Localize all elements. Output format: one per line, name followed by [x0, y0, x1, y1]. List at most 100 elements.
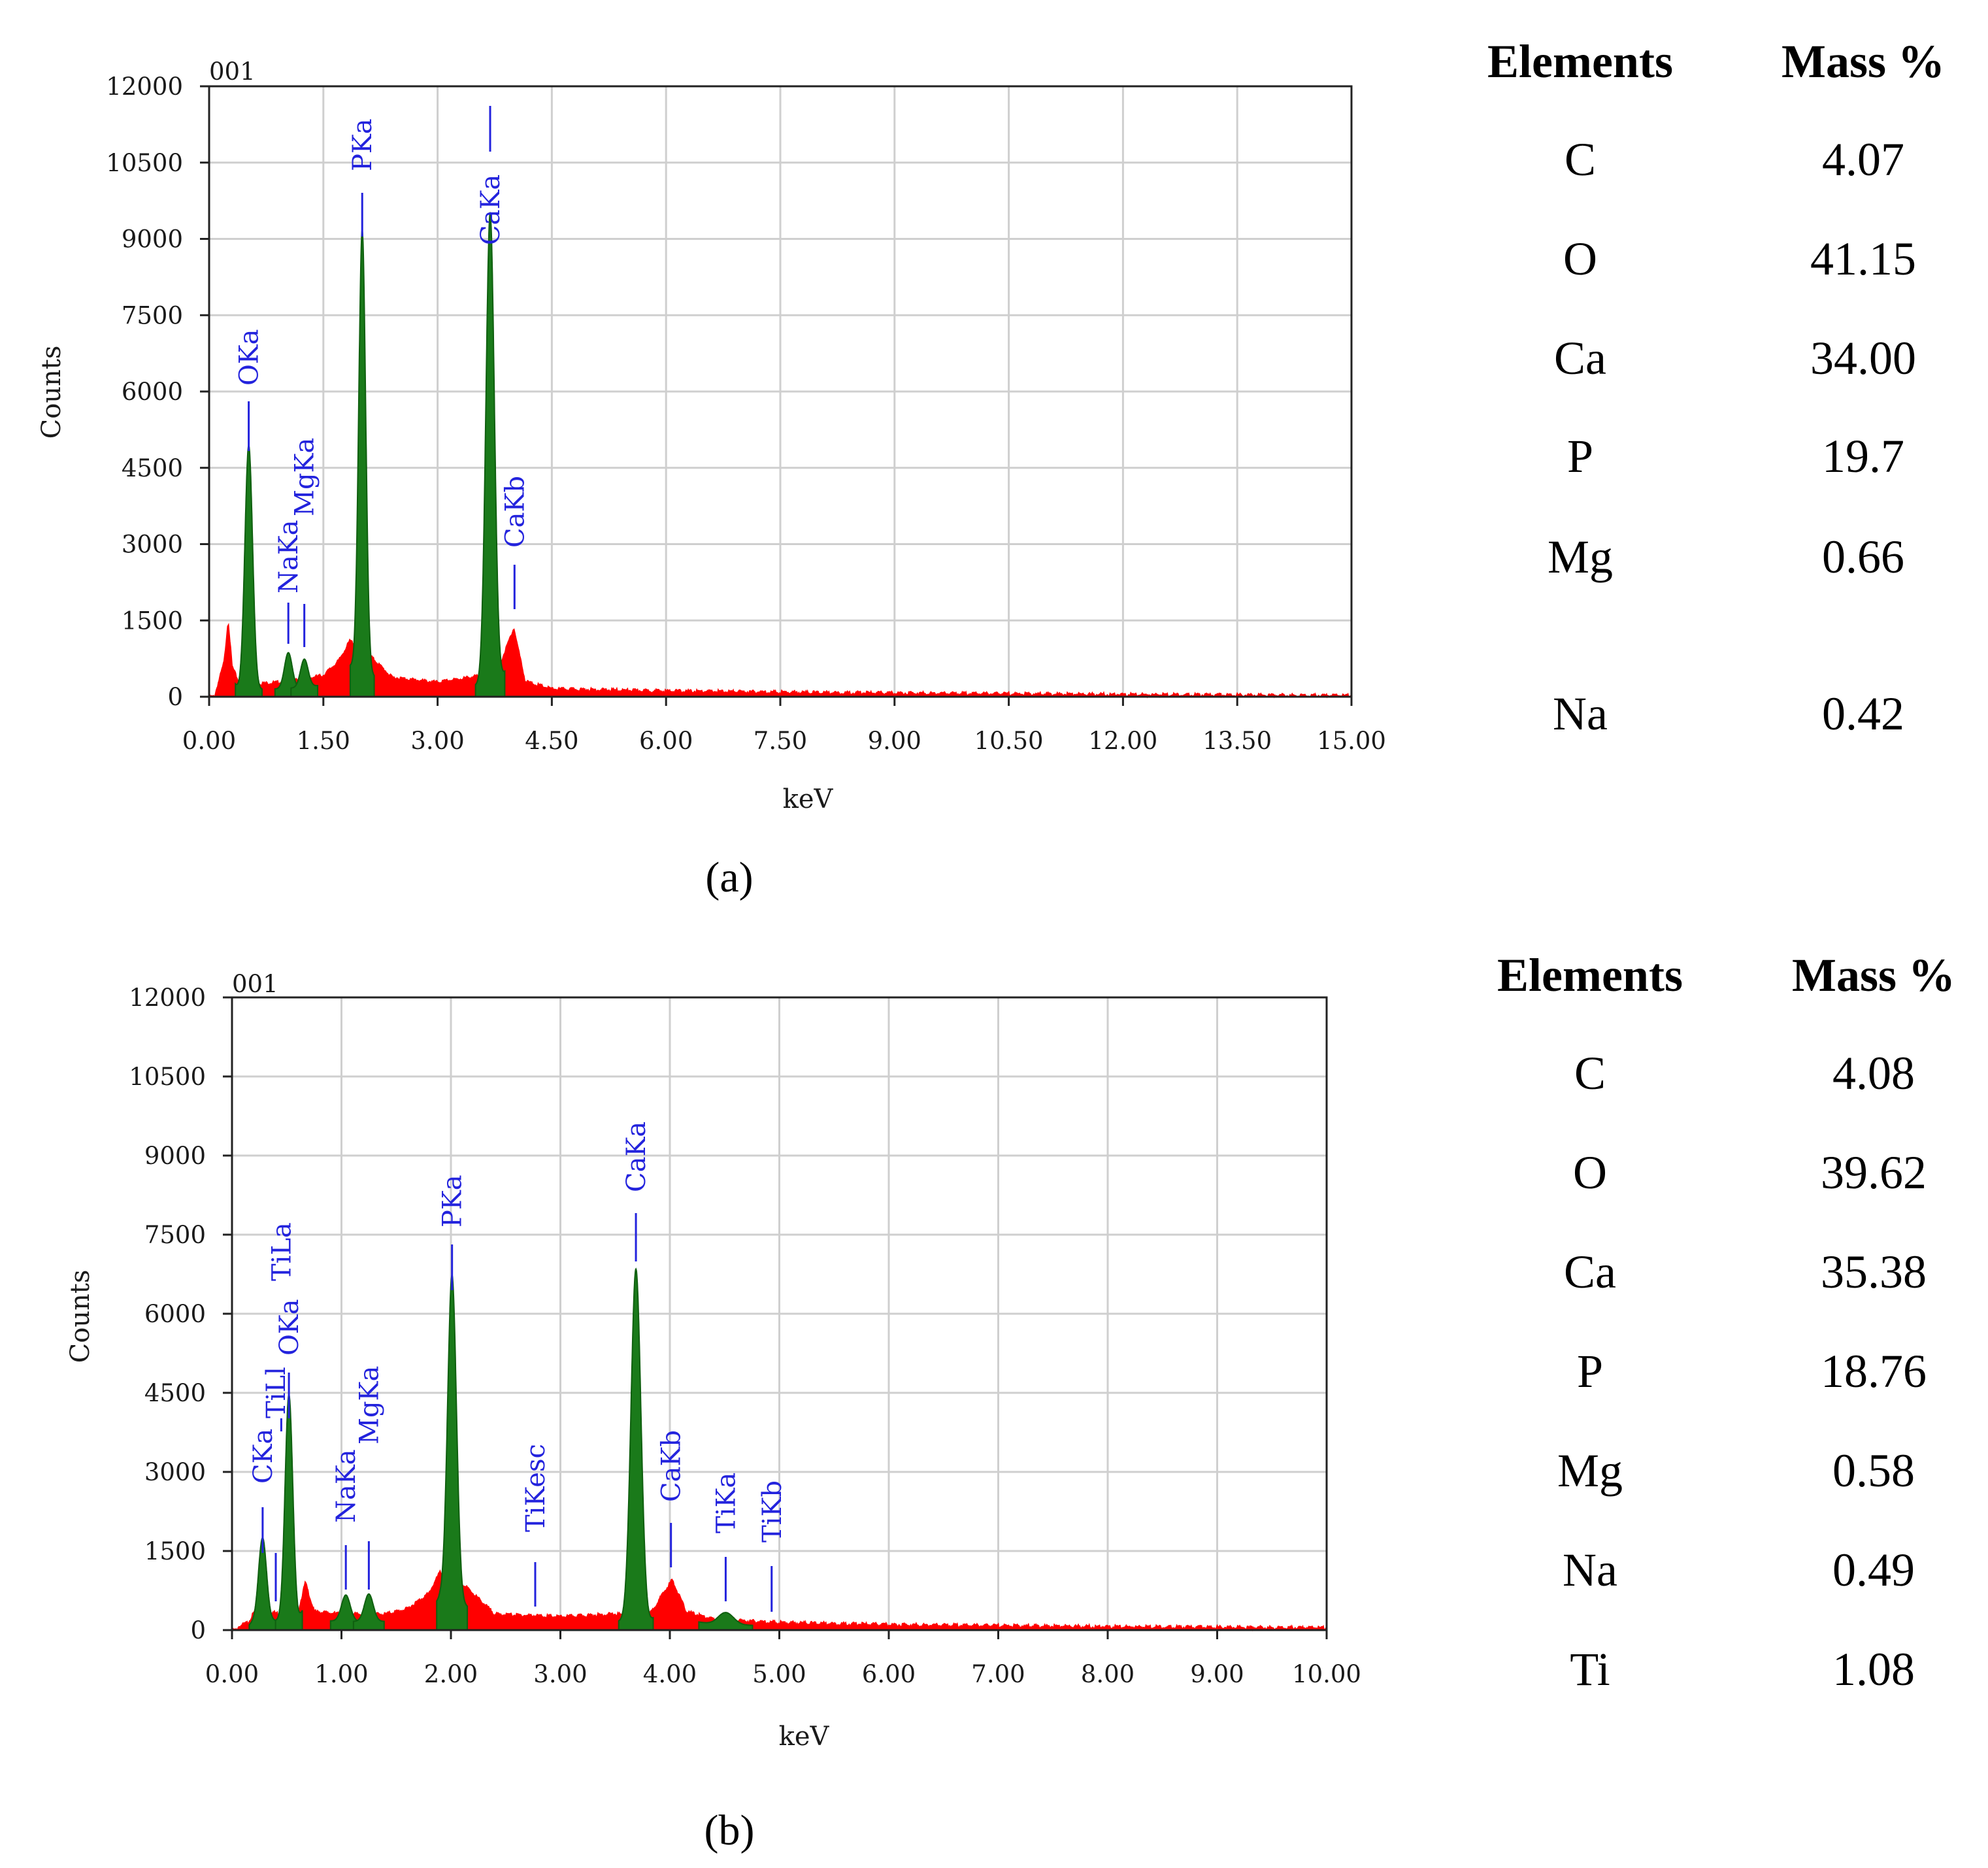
y-tick-label: 7500 — [122, 301, 183, 329]
axis-ticks-b: 0.00 1.00 2.00 3.00 4.00 5.00 6.00 7.00 8.00 9.00… — [129, 984, 1361, 1688]
peak-label-tikesc: TiKesc — [521, 1444, 551, 1532]
table-a-mass: 41.15 — [1810, 233, 1916, 285]
x-tick-label: 3.00 — [533, 1660, 587, 1688]
element-peak-tika — [698, 1612, 754, 1631]
y-tick-label: 9000 — [144, 1142, 206, 1170]
y-tick-label: 1500 — [144, 1537, 206, 1565]
spectrum-area-b — [231, 1267, 1327, 1632]
table-b-mass: 1.08 — [1832, 1643, 1915, 1695]
table-b-element: Ca — [1564, 1246, 1616, 1298]
peak-label-naka: NaKa — [274, 520, 304, 593]
table-b-mass: 0.49 — [1832, 1544, 1915, 1596]
composition-table-b: Elements Mass % C 4.08 O 39.62 Ca 35.38 … — [1497, 949, 1955, 1695]
table-a-element: C — [1565, 133, 1596, 186]
peak-label-tikb: TiKb — [757, 1480, 787, 1543]
table-b-mass: 39.62 — [1821, 1146, 1927, 1199]
caption-b: (b) — [704, 1807, 755, 1854]
x-tick-label: 13.50 — [1202, 727, 1272, 755]
element-peak-pka — [436, 1273, 469, 1631]
y-tick-label: 12000 — [129, 984, 206, 1012]
x-tick-label: 10.50 — [974, 727, 1044, 755]
background-spectrum-fill — [208, 623, 1352, 699]
table-b-header-elements: Elements — [1497, 949, 1683, 1001]
spectrum-chart-a: 0.00 1.50 3.00 4.50 6.00 7.50 9.00 10.50 12.00 13… — [37, 58, 1386, 814]
grid-a — [208, 85, 1353, 698]
y-tick-label: 3000 — [144, 1458, 206, 1486]
peak-markers-a: OKa NaKa MgKa PKa CaKa CaKb — [235, 106, 530, 647]
table-a-mass: 19.7 — [1822, 430, 1904, 482]
table-b-mass: 0.58 — [1832, 1444, 1915, 1497]
table-a-mass: 4.07 — [1822, 133, 1904, 186]
y-tick-label: 4500 — [122, 454, 183, 482]
table-b-element: O — [1573, 1146, 1607, 1199]
peak-label-caka: CaKa — [476, 175, 506, 245]
peak-label-naka: NaKa — [331, 1449, 361, 1523]
peak-label-oka: OKa — [235, 329, 265, 386]
x-tick-label: 10.00 — [1292, 1660, 1361, 1688]
element-peak-mgka — [290, 658, 319, 697]
peak-markers-b: CKa TiLl OKa TiLa NaKa MgKa PKa TiKesc CaKa CaKb T… — [248, 1122, 787, 1612]
table-a-header-mass: Mass % — [1781, 35, 1945, 88]
table-a-element: O — [1563, 233, 1597, 285]
x-tick-label: 9.00 — [1190, 1660, 1244, 1688]
spectrum-label-a: 001 — [209, 58, 256, 86]
table-b-element: Na — [1563, 1544, 1617, 1596]
x-tick-label: 4.50 — [525, 727, 578, 755]
element-peak-mgka — [352, 1593, 385, 1631]
table-b-mass: 4.08 — [1832, 1047, 1915, 1099]
table-a-mass: 0.42 — [1822, 688, 1904, 740]
x-axis-label-a: keV — [783, 784, 834, 814]
peak-label-cka: CKa — [248, 1429, 278, 1484]
x-tick-label: 7.00 — [971, 1660, 1025, 1688]
y-tick-label: 9000 — [122, 225, 183, 254]
x-tick-label: 0.00 — [205, 1660, 259, 1688]
y-tick-label: 6000 — [144, 1300, 206, 1328]
element-peak-oka — [274, 1393, 303, 1631]
x-tick-label: 5.00 — [752, 1660, 806, 1688]
peak-label-mgka: MgKa — [354, 1366, 384, 1444]
x-tick-label: 6.00 — [639, 727, 693, 755]
x-tick-label: 12.00 — [1088, 727, 1157, 755]
peak-label-tila: TiLa — [267, 1222, 297, 1281]
y-tick-label: 1500 — [122, 607, 183, 635]
peak-label-cakb: CaKb — [657, 1430, 687, 1502]
table-a-element: P — [1567, 430, 1593, 482]
peak-label-pka: PKa — [438, 1175, 468, 1227]
spectrum-label-b: 001 — [232, 970, 278, 998]
y-axis-label-a: Counts — [37, 346, 67, 439]
x-tick-label: 4.00 — [643, 1660, 697, 1688]
table-a-element: Na — [1553, 688, 1608, 740]
spectrum-area-a — [208, 211, 1352, 699]
table-b-header-mass: Mass % — [1792, 949, 1955, 1001]
x-axis-label-b: keV — [779, 1722, 830, 1752]
peak-label-cakb: CaKb — [500, 476, 530, 548]
element-peak-pka — [349, 227, 375, 697]
y-tick-label: 10500 — [106, 149, 183, 177]
peak-label-mgka: MgKa — [290, 438, 320, 516]
peak-label-oka: OKa — [274, 1299, 305, 1356]
x-tick-label: 15.00 — [1317, 727, 1386, 755]
peak-label-pka: PKa — [348, 118, 378, 171]
spectrum-chart-b: 0.00 1.00 2.00 3.00 4.00 5.00 6.00 7.00 8.00 9.00… — [65, 970, 1361, 1752]
table-b-element: Ti — [1570, 1643, 1610, 1695]
table-a-mass: 34.00 — [1810, 332, 1916, 384]
x-tick-label: 1.50 — [297, 727, 350, 755]
y-tick-label: 0 — [190, 1616, 206, 1644]
composition-table-a: Elements Mass % C 4.07 O 41.15 Ca 34.00 … — [1487, 35, 1945, 740]
element-peak-oka — [235, 444, 263, 697]
y-tick-label: 3000 — [122, 531, 183, 559]
table-a-header-elements: Elements — [1487, 35, 1673, 88]
y-tick-label: 12000 — [106, 73, 183, 101]
x-tick-label: 7.50 — [754, 727, 807, 755]
table-a-mass: 0.66 — [1822, 531, 1904, 583]
y-tick-label: 6000 — [122, 378, 183, 406]
peak-label-caka: CaKa — [621, 1122, 652, 1192]
peak-label-tika: TiKa — [711, 1473, 741, 1533]
table-b-element: C — [1574, 1047, 1606, 1099]
y-tick-label: 0 — [167, 683, 183, 711]
caption-a: (a) — [705, 854, 753, 901]
y-tick-label: 7500 — [144, 1221, 206, 1249]
peak-label-till: TiLl — [261, 1367, 291, 1418]
